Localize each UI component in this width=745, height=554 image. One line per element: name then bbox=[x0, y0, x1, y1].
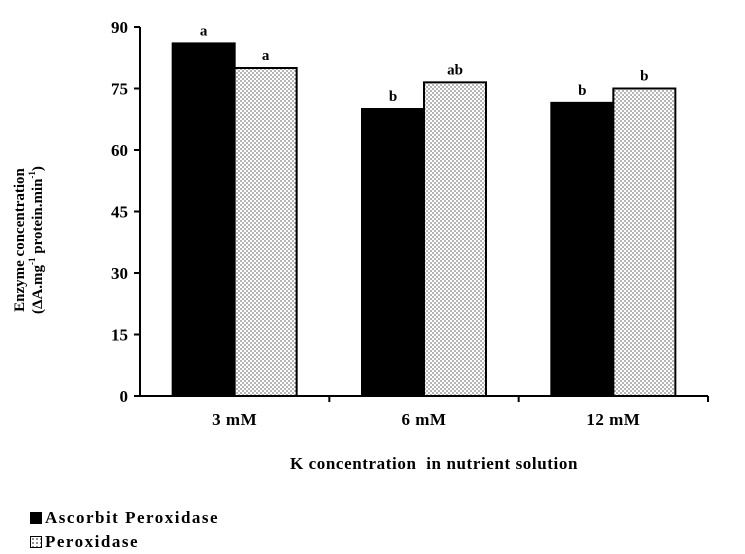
x-axis-title: K concentration in nutrient solution bbox=[290, 454, 578, 473]
legend-swatch-ascorbit-peroxidase bbox=[30, 512, 42, 524]
significance-letter: a bbox=[262, 48, 270, 64]
bars-layer bbox=[171, 42, 677, 398]
y-tick-label: 30 bbox=[111, 264, 128, 283]
legend-label: Ascorbit Peroxidase bbox=[45, 508, 220, 527]
significance-letter: ab bbox=[447, 62, 463, 78]
bar-peroxidase bbox=[612, 87, 677, 397]
y-axis-title-part-0: (ΔA.mg bbox=[30, 264, 46, 313]
significance-letter: a bbox=[200, 23, 208, 39]
y-tick-label: 45 bbox=[111, 203, 128, 222]
bar-ascorbit-peroxidase bbox=[361, 108, 425, 397]
y-axis-ticks: 0 15 30 45 60 75 90 bbox=[111, 18, 140, 406]
y-tick-label: 90 bbox=[111, 18, 128, 37]
significance-letter: b bbox=[640, 69, 648, 85]
significance-letter: b bbox=[578, 83, 586, 99]
y-tick-label: 0 bbox=[120, 387, 129, 406]
y-axis-title: Enzyme concentration (ΔA.mg-1 protein.mi… bbox=[12, 166, 46, 314]
y-axis-title-line1: Enzyme concentration bbox=[12, 167, 28, 311]
legend-label: Peroxidase bbox=[45, 532, 140, 551]
y-tick-label: 75 bbox=[111, 80, 128, 99]
legend: Ascorbit Peroxidase Peroxidase bbox=[30, 506, 219, 554]
bar-peroxidase bbox=[233, 67, 298, 397]
x-tick-label: 3 mM bbox=[212, 410, 257, 429]
y-tick-label: 60 bbox=[111, 141, 128, 160]
legend-item-ascorbit-peroxidase: Ascorbit Peroxidase bbox=[30, 506, 219, 530]
y-axis-title-part-2: protein.min bbox=[30, 178, 46, 258]
y-axis-title-line2: (ΔA.mg-1 protein.min-1) bbox=[27, 166, 46, 314]
y-axis-title-sup-3: -1 bbox=[27, 171, 37, 179]
x-axis-tick-labels: 3 mM 6 mM 12 mM bbox=[212, 396, 709, 429]
bar-ascorbit-peroxidase bbox=[550, 101, 615, 397]
x-tick-label: 12 mM bbox=[586, 410, 640, 429]
y-tick-label: 15 bbox=[111, 326, 128, 345]
legend-swatch-peroxidase bbox=[30, 536, 42, 548]
y-axis-title-sup-1: -1 bbox=[27, 257, 37, 265]
bar-peroxidase bbox=[423, 81, 487, 397]
bar-ascorbit-peroxidase bbox=[171, 42, 236, 398]
y-axis-title-part-4: ) bbox=[30, 166, 46, 171]
legend-item-peroxidase: Peroxidase bbox=[30, 530, 219, 554]
x-tick-label: 6 mM bbox=[402, 410, 447, 429]
significance-letter: b bbox=[389, 89, 397, 105]
